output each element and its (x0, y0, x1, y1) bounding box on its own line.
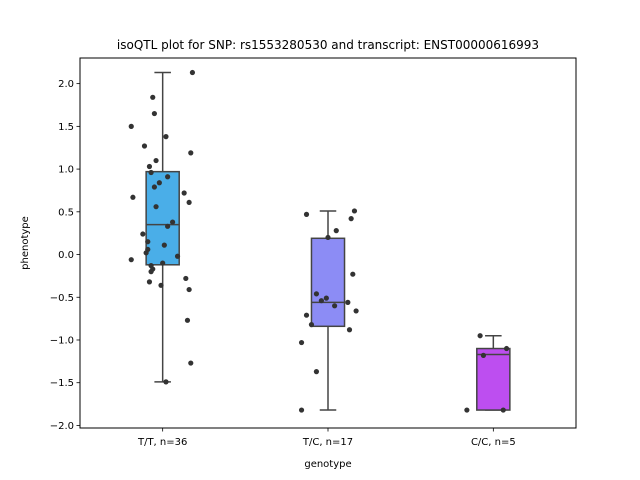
data-point (298, 339, 305, 346)
data-point (128, 257, 134, 263)
y-tick-label: −1.5 (50, 378, 74, 389)
y-tick-label: 0.5 (58, 207, 74, 218)
x-tick-label: C/C, n=5 (471, 437, 516, 448)
y-tick-label: 0.0 (58, 250, 74, 261)
data-point (151, 184, 157, 190)
x-tick-label: T/T, n=36 (137, 437, 187, 448)
data-point (303, 211, 310, 217)
x-axis-label: genotype (304, 459, 351, 470)
data-point (165, 223, 171, 229)
data-point (146, 163, 153, 170)
data-point (153, 157, 159, 164)
plot-area: −2.0 −1.5 −1.0 −0.5 0.0 0.5 1.0 1.5 2.0 T/T, n=36… (50, 69, 516, 448)
data-point (308, 322, 315, 328)
y-tick-label: −1.0 (50, 335, 74, 346)
y-tick-label: −2.0 (50, 421, 74, 432)
iqr-box (310, 237, 346, 328)
data-point (181, 190, 187, 196)
data-point (323, 295, 329, 301)
data-point (128, 123, 134, 129)
data-point (161, 242, 167, 248)
data-point (169, 219, 176, 225)
data-point (325, 234, 331, 241)
y-axis-label: phenotype (20, 216, 31, 270)
data-point (156, 180, 162, 186)
data-point (146, 279, 153, 285)
y-tick-label: 2.0 (58, 79, 74, 90)
data-point (145, 239, 151, 245)
data-point (141, 143, 148, 149)
y-tick-label: −0.5 (50, 293, 74, 304)
data-point (183, 275, 189, 282)
data-point (189, 69, 196, 76)
data-point (503, 345, 510, 352)
data-point (480, 352, 487, 358)
data-point (303, 312, 310, 318)
data-point (158, 282, 164, 288)
data-point (188, 360, 194, 366)
data-point (153, 204, 159, 210)
data-point (477, 333, 483, 339)
data-point (186, 199, 192, 206)
data-point (500, 407, 506, 413)
y-tick-label: 1.0 (58, 165, 74, 176)
data-point (345, 299, 351, 305)
data-point (140, 231, 146, 237)
data-point (150, 94, 156, 100)
data-point (148, 269, 154, 275)
plot-frame (79, 57, 577, 429)
data-point (188, 150, 194, 156)
data-point (333, 228, 339, 234)
data-point (160, 260, 166, 266)
iqr-box (145, 170, 180, 266)
data-point (298, 407, 305, 413)
chart-title: isoQTL plot for SNP: rs1553280530 and tr… (117, 38, 539, 52)
data-point (353, 308, 359, 314)
data-point (313, 291, 320, 297)
data-point (464, 407, 470, 413)
data-point (165, 174, 171, 180)
iqr-box (476, 347, 511, 411)
data-point (351, 208, 358, 214)
data-point (148, 169, 154, 176)
data-point (130, 194, 136, 200)
data-point (163, 379, 169, 385)
data-point (151, 110, 157, 117)
data-point (184, 317, 191, 323)
data-point (318, 298, 324, 304)
data-point (143, 250, 149, 256)
data-point (346, 327, 353, 333)
y-tick-label: 1.5 (58, 122, 74, 133)
data-point (163, 134, 169, 140)
data-point (186, 286, 192, 293)
data-point (348, 216, 354, 222)
data-point (332, 303, 338, 309)
data-point (174, 253, 181, 259)
data-point (350, 271, 356, 277)
data-point (313, 369, 320, 375)
x-tick-label: T/C, n=17 (302, 437, 353, 448)
